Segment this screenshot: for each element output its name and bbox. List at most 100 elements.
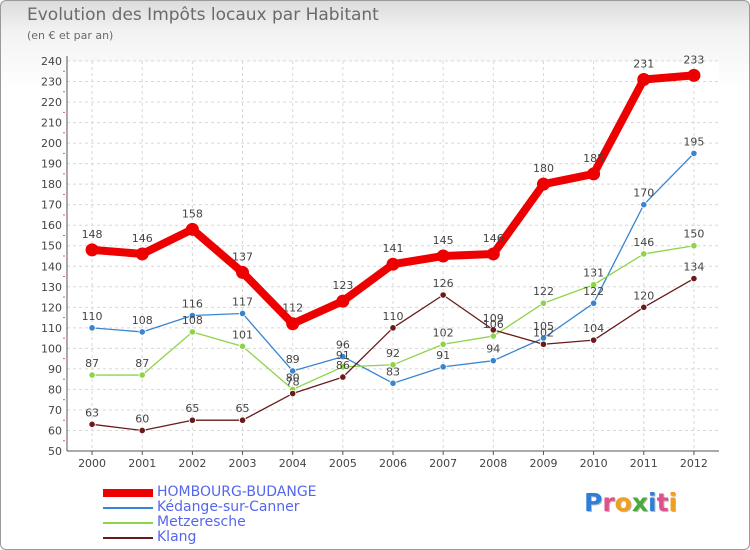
data-point (135, 247, 149, 261)
series-klang (88, 274, 698, 435)
legend-label: Metzeresche (157, 514, 246, 530)
data-label: 146 (633, 236, 654, 249)
data-label: 108 (182, 314, 203, 327)
data-label: 148 (82, 228, 103, 241)
data-point (88, 324, 96, 332)
y-tick-label: 70 (48, 404, 62, 417)
data-point (138, 371, 146, 379)
legend-label: Kédange-sur-Canner (157, 499, 300, 515)
data-point (188, 328, 196, 336)
data-label: 80 (286, 371, 300, 384)
data-point (539, 340, 548, 348)
data-label: 126 (433, 277, 454, 290)
y-tick-label: 220 (41, 96, 62, 109)
data-label: 137 (232, 250, 253, 263)
data-point (289, 389, 297, 398)
legend-label: Klang (157, 529, 197, 545)
data-point (439, 363, 447, 371)
data-label: 106 (483, 318, 504, 331)
data-point (389, 324, 397, 332)
data-point (439, 291, 447, 299)
data-point (536, 177, 550, 191)
data-point (436, 249, 450, 263)
data-label: 146 (483, 232, 504, 245)
y-tick-label: 90 (48, 363, 62, 376)
data-point (138, 328, 146, 336)
data-labels-hombourg-budange: 148 146 158 137 112 123 141 145 146 180 185 231 233 (82, 53, 705, 314)
data-point (489, 326, 497, 334)
data-label: 233 (683, 53, 704, 66)
data-point (339, 352, 347, 361)
series-k-dange-sur-canner (88, 149, 698, 387)
data-label: 141 (383, 242, 404, 255)
data-point (640, 250, 648, 258)
data-label: 63 (85, 406, 99, 419)
data-point (690, 242, 698, 250)
x-tick-label: 2007 (429, 457, 457, 470)
data-point (637, 72, 651, 86)
data-label: 195 (683, 135, 704, 148)
data-labels-klang: 63 60 65 65 78 86 110 126 109 102 104 120 134 (85, 261, 704, 426)
data-point (389, 361, 397, 369)
data-label: 91 (336, 349, 350, 362)
data-point (238, 416, 247, 424)
data-label: 108 (132, 314, 153, 327)
data-point (640, 303, 648, 311)
y-tick-label: 170 (41, 199, 62, 212)
legend-item: Klang (103, 529, 403, 545)
x-tick-label: 2002 (178, 457, 206, 470)
data-label: 112 (282, 302, 303, 315)
data-label: 86 (336, 359, 350, 372)
x-tick-label: 2005 (329, 457, 357, 470)
data-point (85, 243, 99, 257)
data-label: 94 (486, 343, 500, 356)
y-tick-label: 240 (41, 55, 62, 68)
data-label: 104 (583, 322, 604, 335)
legend-swatch (103, 489, 153, 497)
data-label: 116 (182, 298, 203, 311)
data-label: 231 (633, 57, 654, 70)
x-tick-label: 2008 (479, 457, 507, 470)
data-label: 91 (436, 349, 450, 362)
x-tick-label: 2006 (379, 457, 407, 470)
y-tick-label: 230 (41, 76, 62, 89)
x-tick-label: 2011 (630, 457, 658, 470)
y-tick-label: 50 (48, 445, 62, 458)
data-point (489, 357, 497, 365)
data-point (339, 373, 347, 381)
y-tick-label: 120 (41, 301, 62, 314)
legend-swatch (103, 507, 153, 509)
data-point (486, 247, 500, 261)
data-point (539, 299, 548, 307)
series-metzeresche (88, 242, 698, 394)
x-tick-label: 2012 (680, 457, 708, 470)
data-labels-k-dange-sur-canner: 110 108 116 117 89 96 83 91 94 105 122 170 195 (82, 135, 705, 378)
y-tick-label: 150 (41, 240, 62, 253)
data-label: 145 (433, 234, 454, 247)
y-tick-label: 60 (48, 424, 62, 437)
data-point (286, 317, 300, 331)
data-label: 78 (286, 376, 300, 389)
x-tick-label: 2000 (78, 457, 106, 470)
data-point (188, 311, 196, 320)
data-label: 96 (336, 339, 350, 352)
data-label: 109 (483, 312, 504, 325)
data-label: 87 (135, 357, 149, 370)
data-point (489, 332, 497, 340)
data-label: 122 (533, 285, 554, 298)
data-point (389, 379, 397, 387)
data-point (289, 367, 297, 375)
data-point (238, 309, 247, 318)
legend: HOMBOURG-BUDANGE Kédange-sur-Canner Metzer… (103, 484, 403, 545)
data-point (185, 222, 199, 236)
data-point (690, 149, 698, 157)
data-point (336, 294, 350, 308)
data-label: 102 (433, 326, 454, 339)
data-label: 101 (232, 328, 253, 341)
data-label: 102 (533, 326, 554, 339)
data-label: 122 (583, 285, 604, 298)
chart-subtitle: (en € et par an) (27, 29, 114, 42)
x-tick-label: 2003 (229, 457, 257, 470)
data-point (88, 371, 96, 379)
